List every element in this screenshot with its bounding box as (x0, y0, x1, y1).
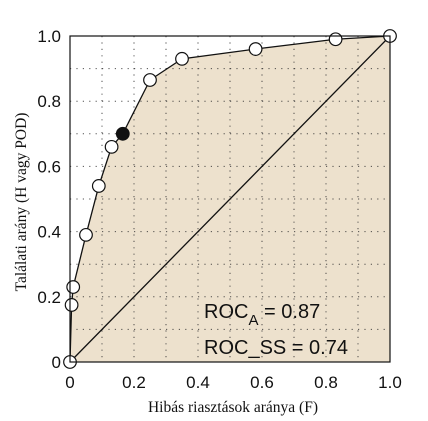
roc-a-annotation: ROCA = 0.87 (204, 301, 320, 329)
roc-a-value: = 0.87 (258, 301, 320, 323)
x-tick-label: 1.0 (378, 373, 402, 392)
roc-ss-annotation: ROC_SS = 0.74 (204, 337, 348, 359)
data-point (248, 42, 263, 56)
roc-a-main: ROC (204, 301, 248, 323)
x-tick-label: 0.6 (250, 373, 274, 392)
diagonal-reference-line (69, 35, 391, 363)
data-point (104, 139, 119, 154)
y-tick-label: 0.4 (37, 223, 61, 242)
data-point (91, 179, 106, 193)
x-tick-label: 0.8 (314, 373, 338, 392)
y-tick-label: 0.8 (37, 92, 61, 111)
data-point (79, 227, 93, 242)
y-tick-label: 0.6 (37, 157, 61, 176)
y-tick-label: 1.0 (37, 27, 61, 46)
plot-frame (69, 35, 391, 363)
data-point (64, 298, 79, 312)
data-point (143, 73, 157, 87)
y-tick-label: 0 (52, 353, 61, 372)
roc-a-subscript: A (248, 312, 258, 329)
y-axis-label: Találati arány (H vagy POD) (13, 113, 30, 292)
y-tick-label: 0.2 (37, 288, 61, 307)
highlighted-data-point (115, 126, 130, 141)
x-axis-label: Hibás riasztások aránya (F) (148, 399, 318, 416)
data-point (328, 32, 343, 47)
x-tick-label: 0.2 (122, 373, 146, 392)
x-tick-label: 0 (65, 373, 74, 392)
data-point (175, 51, 189, 66)
data-point (66, 280, 81, 294)
x-tick-label: 0.4 (186, 373, 210, 392)
